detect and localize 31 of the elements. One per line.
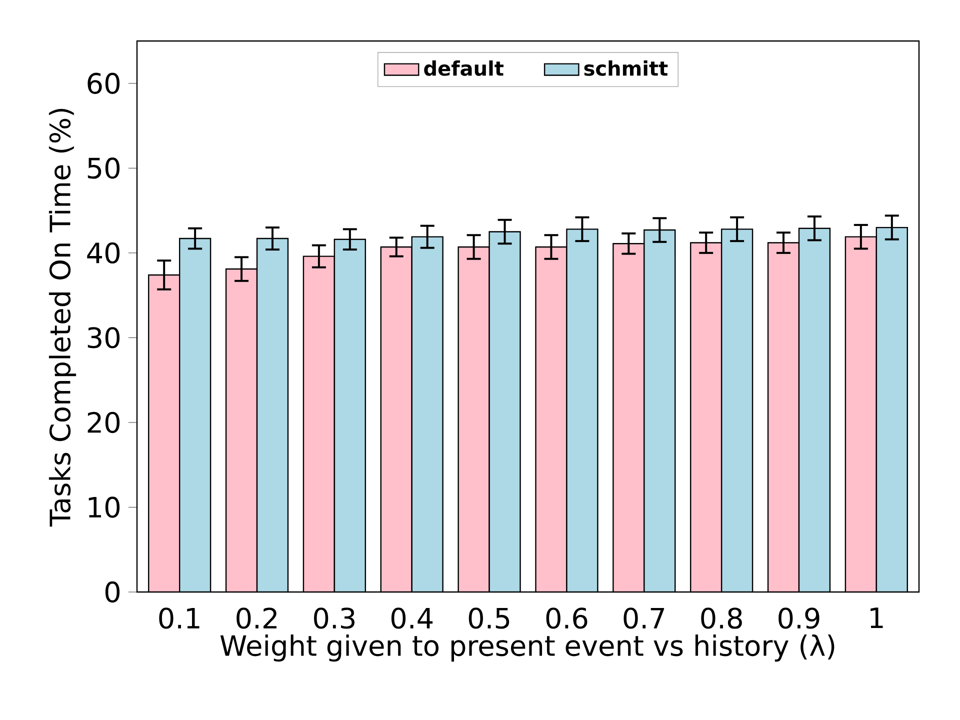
x-tick-label: 0.3	[314, 608, 354, 629]
bar	[767, 242, 800, 592]
y-tick-label: 20	[88, 412, 120, 434]
x-tick-label: 0.2	[236, 608, 276, 629]
x-tick-label: 0.4	[391, 608, 433, 629]
x-tick-label: 0.8	[701, 608, 742, 629]
x-tick-label: 0.7	[624, 608, 664, 629]
x-tick-label: 1	[870, 608, 883, 628]
legend-label: schmitt	[584, 60, 668, 76]
bar	[535, 246, 568, 592]
bar	[302, 256, 336, 592]
y-tick-label: 10	[88, 496, 120, 518]
bar	[458, 246, 490, 592]
y-tick-label: 0	[105, 581, 120, 603]
bar	[612, 243, 645, 592]
x-tick-label: 0.9	[778, 608, 820, 629]
y-tick-label: 40	[87, 242, 120, 264]
x-tick-label: 0.6	[546, 608, 588, 629]
bar	[690, 242, 722, 592]
bar	[844, 236, 878, 592]
y-tick-label: 60	[88, 72, 120, 94]
bar	[148, 274, 180, 592]
y-tick-label: 50	[88, 158, 120, 179]
x-tick-label: 0.1	[159, 608, 200, 629]
legend-label: default	[424, 60, 504, 76]
x-axis-title: Weight given to present event vs history (λ)	[220, 634, 834, 662]
bar	[380, 246, 412, 592]
bar	[225, 268, 258, 592]
y-tick-label: 30	[88, 327, 120, 348]
x-tick-label: 0.5	[468, 608, 510, 629]
y-axis-title: Tasks Completed On Time (%)	[48, 108, 76, 527]
